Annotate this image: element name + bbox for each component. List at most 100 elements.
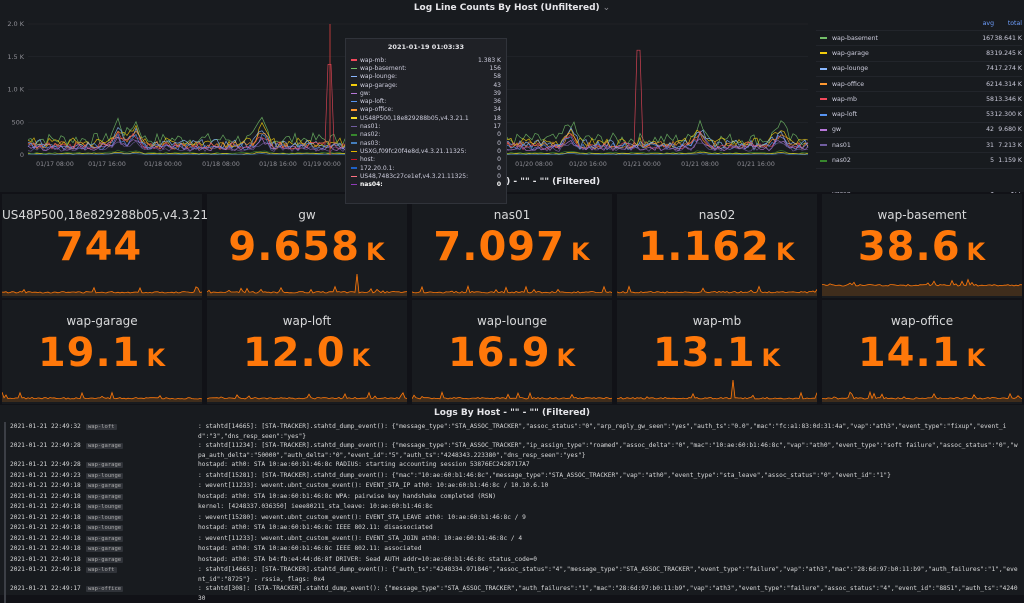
log-host-label[interactable]: wap-loft xyxy=(86,424,117,430)
log-host-label[interactable]: wap-garage xyxy=(86,535,124,542)
tooltip-row: gw: 39 xyxy=(346,89,506,97)
stat-sparkline xyxy=(207,391,407,402)
log-host-label[interactable]: wap-lounge xyxy=(86,504,124,510)
tooltip-series-value: 0 xyxy=(497,164,501,172)
y-tick-label: 2.0 K xyxy=(7,20,24,28)
log-host-label[interactable]: wap-loft xyxy=(86,567,117,573)
stat-panel[interactable]: wap-loft 12.0 K xyxy=(207,300,407,404)
stat-value: 9.658 K xyxy=(207,224,407,275)
log-row[interactable]: 2021-01-21 22:49:18 wap-lounge kernel: [… xyxy=(4,502,1020,513)
legend-col-total[interactable]: total xyxy=(1007,20,1022,27)
log-row[interactable]: 2021-01-21 22:49:17 wap-office : stahtd[… xyxy=(4,584,1020,603)
tooltip-series-name: host: xyxy=(360,156,375,164)
log-row[interactable]: 2021-01-21 22:49:32 wap-loft : stahtd[14… xyxy=(4,422,1020,441)
chart-panel-title[interactable]: Log Line Counts By Host (Unfiltered) ⌄ xyxy=(413,3,611,13)
tooltip-swatch xyxy=(351,167,357,169)
legend-item[interactable]: wap-loft 53 12.300 K xyxy=(816,106,1022,121)
legend-total: 13.346 K xyxy=(994,95,1022,103)
legend-avg: 167 xyxy=(982,34,994,42)
stat-panel[interactable]: wap-garage 19.1 K xyxy=(2,300,202,404)
legend-avg: 42 xyxy=(986,126,994,134)
log-host-label[interactable]: wap-garage xyxy=(86,443,124,449)
stat-panel[interactable]: wap-mb 13.1 K xyxy=(617,300,817,404)
tooltip-row: US48P500,18e829288b05,v4.3.21.11325: 18 xyxy=(346,114,506,122)
stat-panel[interactable]: wap-office 14.1 K xyxy=(822,300,1022,404)
legend-item[interactable]: wap-lounge 74 17.274 K xyxy=(816,60,1022,76)
log-host-label[interactable]: wap-garage xyxy=(86,462,124,468)
stat-number: 14.1 xyxy=(857,330,961,376)
legend-item[interactable]: wap-garage 83 19.245 K xyxy=(816,45,1022,60)
log-host-label[interactable]: wap-lounge xyxy=(86,514,124,521)
log-row[interactable]: 2021-01-21 22:49:18 wap-lounge : wevent[… xyxy=(4,512,1020,523)
log-message: hostapd: ath0: STA b4:fb:e4:44:d6:8f DRI… xyxy=(198,555,537,563)
log-line-counts-panel: Log Line Counts By Host (Unfiltered) ⌄ 2.… xyxy=(0,0,1024,195)
log-row[interactable]: 2021-01-21 22:49:23 wap-lounge : stahtd[… xyxy=(4,470,1020,481)
tooltip-series-value: 36 xyxy=(493,98,501,106)
stat-panel[interactable]: nas01 7.097 K xyxy=(412,194,612,298)
chevron-down-icon[interactable]: ⌄ xyxy=(602,3,611,13)
tooltip-series-name: US48,7483c27ce1ef,v4.3.21.11325: xyxy=(360,172,469,180)
legend-avg: 83 xyxy=(986,49,994,57)
logs-panel-title[interactable]: Logs By Host - "" - "" (Filtered) xyxy=(434,408,590,418)
tooltip-series-value: 39 xyxy=(493,89,501,97)
log-row[interactable]: 2021-01-21 22:49:18 wap-garage : wevent[… xyxy=(4,481,1020,492)
log-host-label[interactable]: wap-garage xyxy=(86,546,124,552)
legend-item[interactable]: wap-office 62 14.314 K xyxy=(816,75,1022,91)
x-tick-label: 01/20 16:00 xyxy=(569,161,607,168)
legend-avg: 62 xyxy=(986,80,994,88)
legend-item[interactable]: gw 42 9.680 K xyxy=(816,121,1022,137)
tooltip-swatch xyxy=(351,175,357,178)
stat-label: wap-lounge xyxy=(476,314,547,328)
stat-panel[interactable]: nas02 1.162 K xyxy=(617,194,817,298)
log-host-label[interactable]: wap-garage xyxy=(86,493,124,500)
log-row[interactable]: 2021-01-21 22:49:28 wap-garage hostapd: … xyxy=(4,460,1020,471)
legend-col-avg[interactable]: avg xyxy=(982,20,994,27)
log-row[interactable]: 2021-01-21 22:49:18 wap-garage hostapd: … xyxy=(4,544,1020,555)
tooltip-row: nas01: 17 xyxy=(346,122,506,130)
tooltip-series-name: wap-basement: xyxy=(360,64,407,72)
legend-swatch xyxy=(820,128,827,131)
y-tick-label: 500 xyxy=(12,118,24,126)
log-host-label[interactable]: wap-office xyxy=(86,586,124,592)
log-message: : stahtd[14665]: [STA-TRACKER].stahtd_du… xyxy=(198,566,1018,583)
log-row[interactable]: 2021-01-21 22:49:18 wap-lounge hostapd: … xyxy=(4,523,1020,534)
legend-item[interactable]: nas01 31 7.213 K xyxy=(816,137,1022,152)
stat-value: 38.6 K xyxy=(822,224,1022,275)
log-timestamp: 2021-01-21 22:49:18 xyxy=(10,492,81,500)
stat-value: 1.162 K xyxy=(617,224,817,275)
log-row[interactable]: 2021-01-21 22:49:18 wap-garage hostapd: … xyxy=(4,554,1020,565)
log-timestamp: 2021-01-21 22:49:18 xyxy=(10,482,81,489)
log-host-label[interactable]: wap-lounge xyxy=(86,472,124,479)
tooltip-series-name: nas01: xyxy=(360,123,381,131)
stat-panel[interactable]: wap-basement 38.6 K xyxy=(822,194,1022,298)
stat-panel[interactable]: wap-lounge 16.9 K xyxy=(412,300,612,404)
log-list[interactable]: 2021-01-21 22:49:32 wap-loft : stahtd[14… xyxy=(4,422,1020,603)
legend-swatch xyxy=(820,37,827,40)
tooltip-series-name: gw: xyxy=(360,89,371,97)
stat-panel[interactable]: gw 9.658 K xyxy=(207,194,407,298)
tooltip-swatch xyxy=(351,117,357,119)
stat-label: wap-garage xyxy=(66,314,138,328)
tooltip-series-name: nas03: xyxy=(360,139,381,147)
log-host-label[interactable]: wap-garage xyxy=(86,556,124,563)
stat-label: wap-loft xyxy=(282,314,332,328)
stat-sparkline xyxy=(822,278,1022,296)
stat-panel[interactable]: US48P500,18e829288b05,v4.3.21.11325 744 xyxy=(2,194,250,298)
legend-item[interactable]: wap-basement 167 38.641 K xyxy=(816,30,1022,45)
log-host-label[interactable]: wap-garage xyxy=(86,483,124,489)
log-row[interactable]: 2021-01-21 22:49:18 wap-loft : stahtd[14… xyxy=(4,565,1020,584)
stat-unit: K xyxy=(761,344,782,372)
legend-name: wap-basement xyxy=(832,34,878,42)
log-message: : stahtd[308]: [STA-TRACKER].stahtd_dump… xyxy=(198,585,1018,602)
log-row[interactable]: 2021-01-21 22:49:28 wap-garage : stahtd[… xyxy=(4,441,1020,460)
stat-value: 7.097 K xyxy=(412,224,612,275)
log-row[interactable]: 2021-01-21 22:49:18 wap-garage : wevent[… xyxy=(4,533,1020,544)
stats-panel-title[interactable]: ll) - "" - "" (Filtered) xyxy=(500,177,601,187)
legend-item[interactable]: wap-mb 58 13.346 K xyxy=(816,91,1022,106)
log-row[interactable]: 2021-01-21 22:49:18 wap-garage hostapd: … xyxy=(4,491,1020,502)
log-host-label[interactable]: wap-lounge xyxy=(86,525,124,531)
log-timestamp: 2021-01-21 22:49:18 xyxy=(10,513,81,521)
tooltip-series-value: 0 xyxy=(497,131,501,139)
legend-item[interactable]: nas02 5 1.159 K xyxy=(816,152,1022,167)
stat-value: 12.0 K xyxy=(207,330,407,381)
